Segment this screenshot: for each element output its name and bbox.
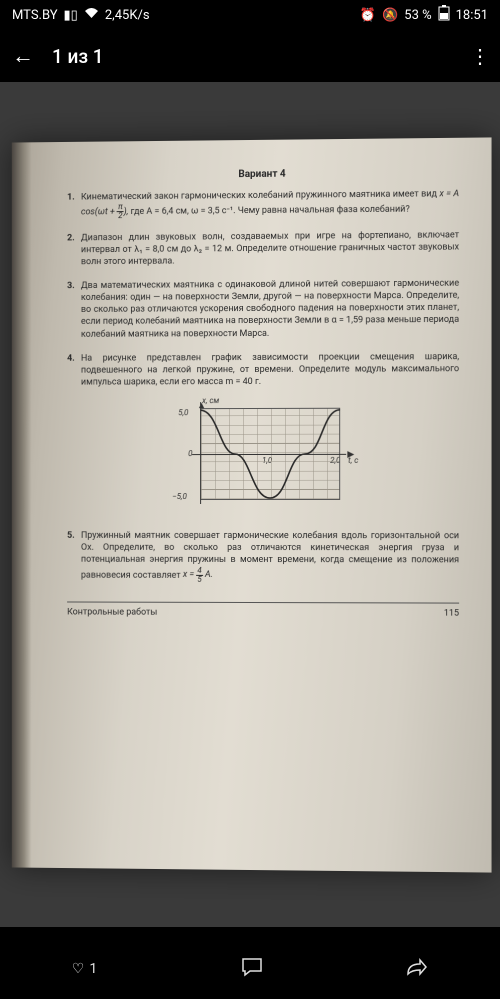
problem-number: 1. [67,191,75,203]
x-arrow-icon: ▶ [347,449,354,461]
status-right: ⏰ 🔕 53 % 18:51 [360,5,488,25]
bottom-action-bar: ♡ 1 [0,939,500,999]
formula-part: x = [183,570,196,580]
page-number: 115 [444,607,459,619]
problem-text: Диапазон длин звуковых волн, создаваемых… [81,229,459,266]
mute-icon: 🔕 [382,8,398,23]
net-speed: 2,45K/s [105,8,150,23]
problem-4: 4. На рисунке представлен график зависим… [67,350,459,388]
page-binding-shadow [12,142,32,867]
photo-viewer[interactable]: Вариант 4 1. Кинематический закон гармон… [0,82,500,927]
like-count: 1 [89,961,97,977]
variant-heading: Вариант 4 [67,165,459,182]
formula-part: ), [124,206,129,216]
problem-number: 3. [67,280,75,292]
carrier-label: MTS.BY [12,8,58,23]
displacement-chart: x, см t, с 5,0 0 −5,0 1,0 2,0 ▲ ▶ [172,399,352,519]
signal-icon: ▮▯ [64,8,78,23]
problem-text: На рисунке представлен график зависимост… [81,351,459,387]
cosine-curve [200,407,340,499]
problem-2: 2. Диапазон длин звуковых волн, создавае… [67,228,459,267]
like-button[interactable]: ♡ 1 [72,961,97,977]
more-menu-icon[interactable]: ⋮ [470,44,488,68]
alarm-icon: ⏰ [360,8,376,23]
formula: x = 45 A. [183,570,213,580]
clock: 18:51 [456,8,488,23]
y-tick-min: −5,0 [172,492,187,503]
comment-icon [241,957,263,981]
page-footer: Контрольные работы 115 [67,601,459,619]
app-title: 1 из 1 [52,45,452,68]
problem-text: Пружинный маятник совершает гармонически… [81,531,459,580]
app-bar: ← 1 из 1 ⋮ [0,30,500,82]
share-icon [406,958,428,980]
textbook-page: Вариант 4 1. Кинематический закон гармон… [12,137,492,872]
problem-text: Кинематический закон гармонических колеб… [81,188,439,201]
problem-5: 5. Пружинный маятник совершает гармониче… [67,530,459,584]
battery-icon [438,5,450,25]
formula-part: A. [203,570,213,580]
share-button[interactable] [406,958,428,980]
page-content: Вариант 4 1. Кинематический закон гармон… [12,137,492,637]
battery-pct: 53 % [404,8,431,23]
chart-container: x, см t, с 5,0 0 −5,0 1,0 2,0 ▲ ▶ [67,399,459,520]
formula-part: ωt + [98,206,117,216]
status-bar: MTS.BY ▮▯ 2,45K/s ⏰ 🔕 53 % 18:51 [0,0,500,30]
heart-icon: ♡ [72,961,85,977]
problem-text: Два математических маятника с одинаковой… [81,278,459,339]
back-icon[interactable]: ← [12,43,34,69]
problem-number: 2. [67,232,75,244]
problem-1: 1. Кинематический закон гармонических ко… [67,187,459,220]
problem-number: 5. [67,530,75,542]
footer-section: Контрольные работы [67,606,157,618]
problem-3: 3. Два математических маятника с одинако… [67,277,459,340]
problem-number: 4. [67,352,75,364]
wifi-icon [84,7,99,23]
comment-button[interactable] [241,957,263,981]
status-left: MTS.BY ▮▯ 2,45K/s [12,7,150,23]
problem-text: где A = 6,4 см, ω = 3,5 с⁻¹. Чему равна … [131,204,410,216]
y-tick-max: 5,0 [178,408,188,419]
